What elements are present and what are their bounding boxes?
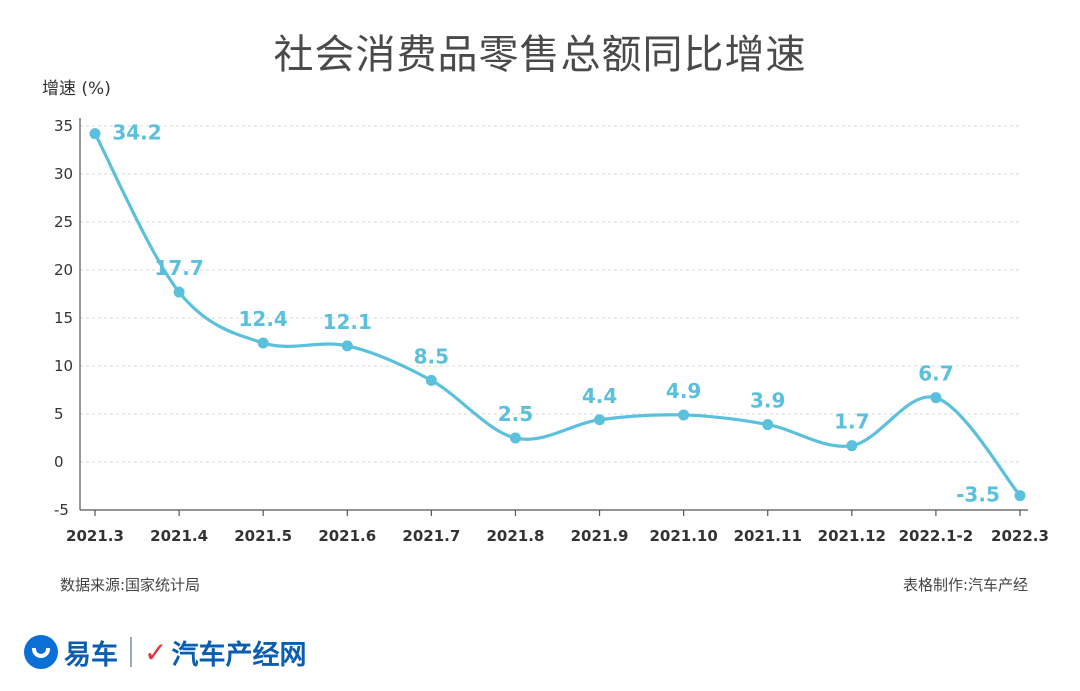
data-label: 34.2 (112, 121, 161, 145)
data-point (762, 419, 774, 431)
data-point (89, 128, 101, 140)
y-tick-label: 20 (54, 261, 73, 279)
data-label: 17.7 (154, 256, 203, 280)
data-label: 3.9 (750, 389, 785, 413)
x-tick-label: 2021.10 (649, 527, 717, 545)
data-point (257, 337, 269, 349)
x-tick-label: 2021.8 (487, 527, 545, 545)
y-tick-label: 25 (54, 213, 73, 231)
data-point (594, 414, 606, 426)
x-tick-label: 2021.3 (66, 527, 124, 545)
x-tick-label: 2021.11 (734, 527, 802, 545)
chart-credit: 表格制作:汽车产经 (902, 576, 1028, 594)
data-label: 6.7 (918, 362, 953, 386)
check-logo-icon: ✓ (144, 635, 168, 669)
data-label: 12.4 (239, 307, 288, 331)
series-line (93, 132, 1022, 498)
x-tick-label: 2021.5 (234, 527, 292, 545)
yiche-logo-icon (24, 635, 58, 669)
x-tick-label: 2022.1-2 (899, 527, 974, 545)
data-label: 12.1 (323, 310, 372, 334)
y-tick-label: 5 (54, 405, 64, 423)
data-point (930, 392, 942, 404)
data-label: 4.9 (666, 379, 701, 403)
data-label: 4.4 (582, 384, 617, 408)
x-tick-label: 2021.4 (150, 527, 208, 545)
y-tick-label: 15 (54, 309, 73, 327)
data-point (425, 374, 437, 386)
y-tick-label: 35 (54, 117, 73, 135)
data-source: 数据来源:国家统计局 (60, 576, 201, 594)
brand-divider (130, 637, 132, 667)
data-label: -3.5 (956, 483, 1000, 507)
chart-title: 社会消费品零售总额同比增速 (273, 32, 807, 78)
x-tick-label: 2021.12 (818, 527, 886, 545)
y-tick-label: 10 (54, 357, 73, 375)
data-label: 2.5 (498, 402, 533, 426)
data-point (341, 340, 353, 352)
x-tick-label: 2022.3 (991, 527, 1049, 545)
data-point (1014, 490, 1026, 502)
data-point (846, 440, 858, 452)
data-point (173, 286, 185, 298)
x-tick-label: 2021.9 (571, 527, 629, 545)
data-label: 8.5 (414, 344, 449, 368)
brand-yiche: 易车 (64, 639, 118, 671)
data-point (678, 409, 690, 421)
x-tick-label: 2021.6 (318, 527, 376, 545)
data-point (509, 432, 521, 444)
y-axis-label: 增速 (%) (42, 79, 111, 99)
y-tick-label: 30 (54, 165, 73, 183)
x-tick-label: 2021.7 (402, 527, 460, 545)
data-label: 1.7 (834, 410, 869, 434)
brand-qichechanjing: 汽车产经网 (171, 639, 307, 671)
y-tick-label: -5 (54, 501, 69, 519)
y-tick-label: 0 (54, 453, 64, 471)
brand-footer: 易车 ✓ 汽车产经网 (24, 632, 306, 672)
